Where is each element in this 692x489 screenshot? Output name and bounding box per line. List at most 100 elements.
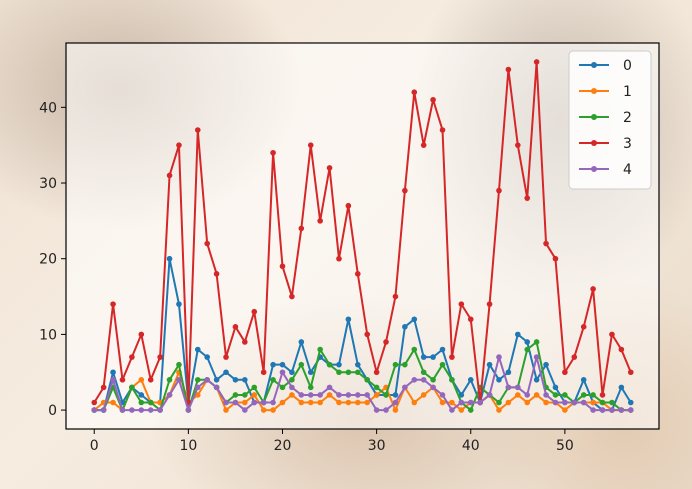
point-2-43	[496, 399, 502, 406]
point-2-35	[420, 369, 427, 376]
point-3-17	[251, 308, 258, 315]
point-3-0	[91, 399, 98, 406]
y-tick-label: 40	[39, 100, 57, 116]
point-1-39	[458, 407, 465, 413]
point-1-48	[543, 399, 549, 406]
point-2-52	[580, 392, 587, 398]
legend-swatch-marker	[591, 62, 597, 68]
x-tick-label: 30	[368, 438, 386, 454]
point-0-26	[336, 361, 342, 368]
point-3-37	[439, 127, 446, 133]
point-4-4	[129, 407, 135, 413]
point-1-28	[354, 399, 361, 406]
point-0-33	[402, 324, 408, 330]
point-0-2	[110, 369, 116, 376]
point-0-11	[194, 346, 201, 353]
point-3-32	[392, 293, 399, 300]
point-3-48	[543, 240, 549, 247]
point-2-19	[270, 377, 276, 383]
point-4-38	[449, 407, 455, 413]
point-4-7	[157, 407, 163, 413]
point-3-43	[496, 187, 502, 194]
point-4-23	[307, 392, 314, 398]
point-4-39	[458, 399, 465, 406]
point-3-45	[515, 142, 521, 148]
point-3-15	[232, 324, 239, 330]
point-4-43	[496, 354, 502, 360]
point-2-50	[562, 392, 568, 398]
point-2-26	[336, 369, 342, 376]
x-tick-label: 50	[556, 438, 574, 454]
point-0-35	[420, 354, 427, 360]
point-3-40	[467, 316, 474, 323]
point-4-49	[552, 399, 559, 406]
series-4	[91, 354, 634, 413]
point-4-5	[138, 407, 145, 413]
point-4-46	[524, 392, 531, 398]
point-3-30	[373, 369, 380, 376]
point-1-25	[326, 392, 333, 398]
point-4-17	[251, 399, 258, 406]
point-4-21	[289, 384, 295, 391]
y-tick-label: 10	[39, 327, 57, 343]
point-0-14	[223, 369, 229, 376]
point-3-18	[260, 369, 267, 376]
series-layer	[91, 59, 634, 413]
legend-label: 4	[623, 162, 632, 178]
point-1-32	[392, 407, 399, 413]
point-3-39	[458, 301, 465, 307]
point-1-11	[194, 392, 201, 398]
point-3-26	[336, 255, 342, 262]
point-2-9	[176, 361, 182, 368]
point-4-53	[590, 407, 596, 413]
point-2-37	[439, 361, 446, 368]
point-0-23	[307, 369, 314, 376]
point-0-20	[279, 361, 286, 368]
point-3-8	[166, 172, 173, 179]
point-4-25	[326, 384, 333, 391]
point-3-49	[552, 255, 559, 262]
point-1-45	[515, 392, 521, 398]
point-4-41	[477, 399, 483, 406]
point-1-23	[307, 399, 314, 406]
point-2-47	[533, 339, 540, 345]
point-3-3	[119, 377, 126, 383]
legend-label: 2	[623, 110, 632, 126]
point-3-16	[242, 339, 248, 345]
legend-item-3: 3	[579, 136, 632, 152]
point-0-42	[486, 361, 493, 368]
point-2-22	[298, 361, 305, 368]
point-4-35	[420, 377, 427, 383]
point-0-13	[213, 377, 220, 383]
point-4-55	[609, 407, 615, 413]
point-4-8	[166, 392, 173, 398]
point-2-4	[129, 384, 135, 391]
point-4-18	[260, 399, 267, 406]
point-0-9	[176, 301, 182, 307]
point-2-28	[354, 369, 361, 376]
axis-ticks: 0 10 20 30 40 50 0 10 20 30 40	[39, 100, 574, 454]
point-4-37	[439, 392, 446, 398]
point-1-37	[439, 399, 446, 406]
y-tick-label: 30	[39, 176, 57, 192]
point-4-33	[402, 384, 408, 391]
point-1-19	[270, 407, 276, 413]
point-1-5	[138, 377, 145, 383]
point-2-11	[194, 377, 201, 383]
point-4-48	[543, 392, 549, 398]
point-4-22	[298, 392, 305, 398]
point-3-54	[599, 392, 606, 398]
point-3-29	[364, 331, 371, 338]
point-4-44	[505, 384, 512, 391]
point-4-11	[194, 384, 201, 391]
point-4-50	[562, 399, 568, 406]
point-0-39	[458, 392, 465, 398]
point-3-13	[213, 271, 220, 277]
point-3-21	[289, 293, 295, 300]
y-tick-label: 0	[48, 403, 57, 419]
point-0-45	[515, 331, 521, 338]
point-0-34	[411, 316, 418, 323]
point-2-53	[590, 392, 596, 398]
point-3-52	[580, 324, 587, 330]
point-3-33	[402, 187, 408, 194]
